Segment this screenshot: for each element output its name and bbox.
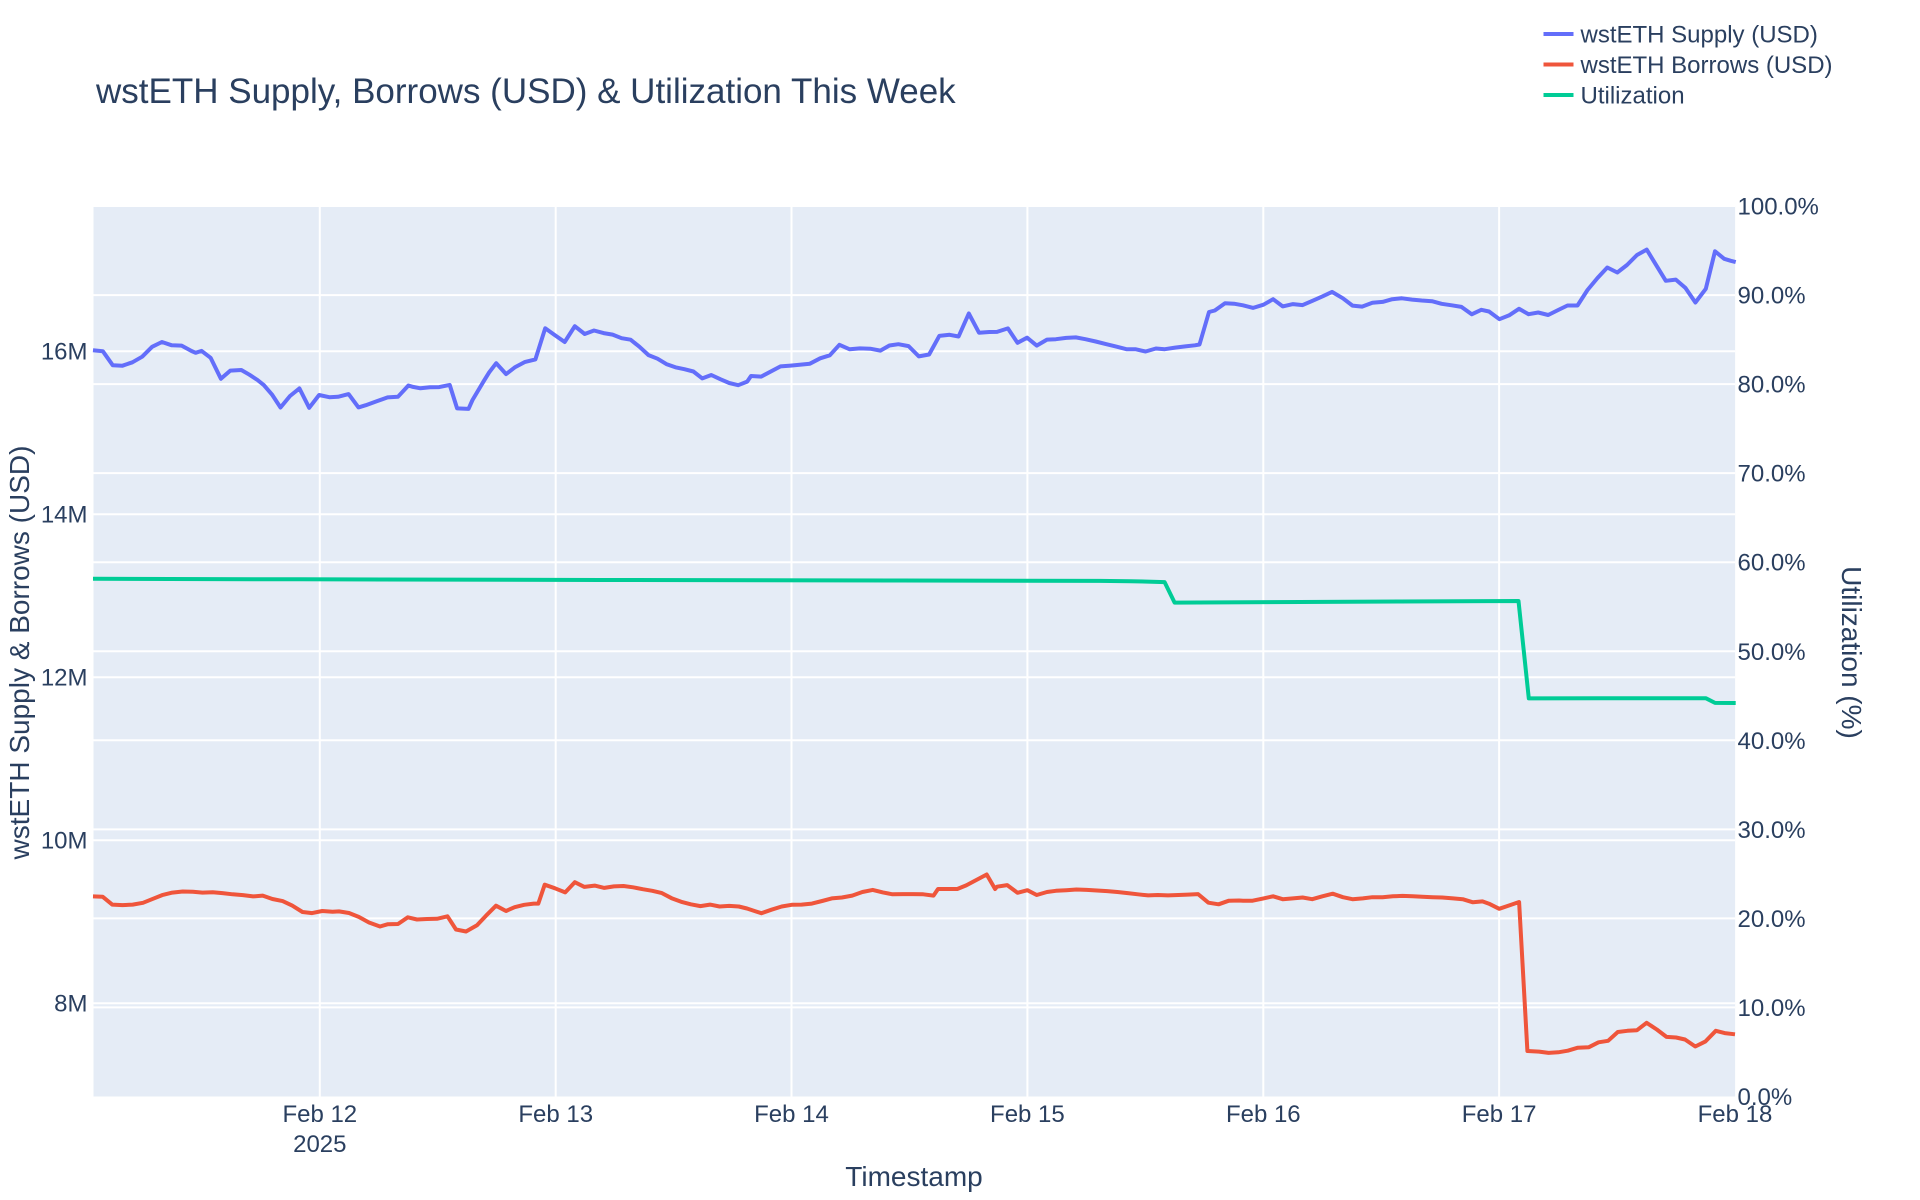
svg-text:Feb 13: Feb 13 bbox=[518, 1101, 593, 1128]
svg-text:Utilization: Utilization bbox=[1581, 83, 1685, 110]
svg-text:90.0%: 90.0% bbox=[1738, 283, 1806, 310]
svg-text:wstETH Supply, Borrows (USD) &: wstETH Supply, Borrows (USD) & Utilizati… bbox=[95, 72, 956, 111]
svg-text:60.0%: 60.0% bbox=[1738, 550, 1806, 577]
svg-text:wstETH Supply & Borrows (USD): wstETH Supply & Borrows (USD) bbox=[4, 446, 35, 861]
svg-text:wstETH Supply (USD): wstETH Supply (USD) bbox=[1580, 22, 1818, 49]
svg-text:Timestamp: Timestamp bbox=[845, 1161, 982, 1192]
svg-text:Feb 12: Feb 12 bbox=[282, 1101, 357, 1128]
svg-text:Feb 16: Feb 16 bbox=[1226, 1101, 1301, 1128]
svg-text:12M: 12M bbox=[41, 665, 88, 692]
svg-text:20.0%: 20.0% bbox=[1738, 906, 1806, 933]
svg-text:Utilization (%): Utilization (%) bbox=[1836, 566, 1867, 739]
svg-text:Feb 17: Feb 17 bbox=[1462, 1101, 1537, 1128]
svg-text:50.0%: 50.0% bbox=[1738, 639, 1806, 666]
svg-text:14M: 14M bbox=[41, 502, 88, 529]
svg-text:Feb 14: Feb 14 bbox=[754, 1101, 829, 1128]
svg-text:100.0%: 100.0% bbox=[1738, 194, 1819, 221]
svg-text:Feb 18: Feb 18 bbox=[1698, 1101, 1773, 1128]
svg-text:wstETH Borrows (USD): wstETH Borrows (USD) bbox=[1580, 52, 1833, 79]
svg-text:70.0%: 70.0% bbox=[1738, 461, 1806, 488]
svg-text:40.0%: 40.0% bbox=[1738, 728, 1806, 755]
svg-text:30.0%: 30.0% bbox=[1738, 817, 1806, 844]
svg-text:0.0%: 0.0% bbox=[1738, 1084, 1793, 1111]
svg-text:Feb 15: Feb 15 bbox=[990, 1101, 1065, 1128]
svg-text:16M: 16M bbox=[41, 339, 88, 366]
svg-text:10.0%: 10.0% bbox=[1738, 995, 1806, 1022]
svg-text:10M: 10M bbox=[41, 828, 88, 855]
svg-text:8M: 8M bbox=[54, 991, 87, 1018]
svg-text:2025: 2025 bbox=[293, 1131, 346, 1158]
svg-text:80.0%: 80.0% bbox=[1738, 372, 1806, 399]
